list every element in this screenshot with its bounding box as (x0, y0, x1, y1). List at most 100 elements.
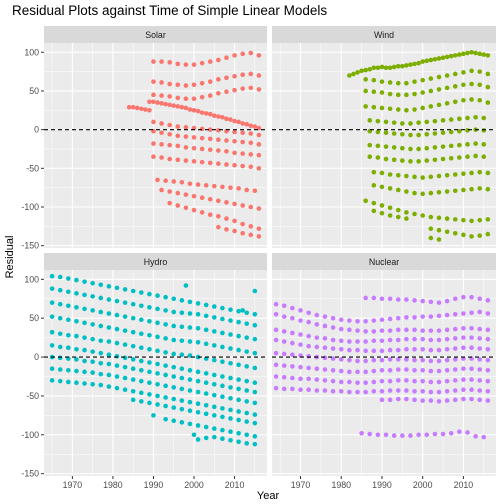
data-point (404, 315, 409, 320)
data-point (236, 386, 241, 392)
panel-background-nuclear (272, 270, 496, 476)
data-point (139, 303, 144, 309)
data-point (114, 285, 120, 291)
data-point (244, 335, 250, 340)
data-point (281, 303, 287, 309)
data-point (387, 91, 393, 97)
data-point (461, 396, 466, 402)
data-point (469, 49, 474, 55)
data-point (444, 367, 450, 373)
data-point (387, 328, 393, 333)
data-point (191, 82, 197, 88)
data-point (130, 357, 136, 362)
data-point (191, 108, 197, 113)
data-point (379, 105, 385, 111)
x-tick-label: 1980 (103, 480, 123, 490)
data-point (244, 310, 250, 316)
data-point (461, 82, 466, 88)
data-point (448, 155, 454, 161)
data-point (444, 101, 450, 106)
data-point (448, 143, 454, 149)
data-point (338, 317, 344, 323)
data-point (244, 349, 250, 354)
data-point (256, 152, 262, 158)
data-point (281, 386, 287, 392)
data-point (436, 399, 442, 404)
data-point (314, 366, 320, 372)
data-point (98, 371, 104, 377)
data-point (314, 377, 320, 382)
data-point (240, 139, 245, 145)
data-point (367, 142, 373, 148)
data-point (240, 151, 245, 156)
data-point (179, 386, 185, 392)
data-point (244, 187, 250, 193)
data-point (428, 299, 434, 305)
data-point (49, 366, 55, 372)
data-point (130, 397, 136, 403)
data-point (106, 372, 112, 378)
data-point (485, 298, 491, 303)
data-point (379, 64, 385, 70)
data-point (151, 79, 156, 84)
data-point (155, 320, 160, 326)
data-point (130, 388, 136, 394)
data-point (379, 378, 385, 384)
data-point (436, 379, 442, 385)
data-point (232, 218, 237, 224)
data-point (440, 130, 446, 136)
data-point (163, 322, 168, 327)
data-point (240, 86, 245, 91)
data-point (130, 329, 136, 335)
data-point (400, 63, 405, 69)
data-point (49, 286, 55, 291)
data-point (338, 388, 344, 394)
data-point (151, 154, 156, 160)
data-point (175, 203, 181, 208)
data-point (387, 378, 393, 384)
data-point (363, 369, 368, 375)
data-point (199, 110, 205, 115)
data-points-solar (126, 50, 262, 239)
data-point (444, 54, 450, 60)
data-point (98, 338, 104, 344)
data-point (82, 381, 87, 386)
data-point (395, 347, 401, 353)
data-point (281, 374, 287, 380)
data-point (379, 348, 385, 354)
data-point (375, 143, 381, 149)
data-point (232, 201, 237, 207)
x-tick-label: 1990 (144, 480, 164, 490)
data-point (395, 107, 401, 112)
data-point (252, 288, 258, 294)
data-point (211, 183, 217, 189)
data-point (314, 344, 320, 350)
data-point (367, 118, 373, 123)
data-point (371, 183, 377, 188)
data-point (379, 338, 385, 344)
data-point (408, 132, 413, 138)
y-tick-label: 100 (24, 274, 39, 284)
x-tick-label: 2010 (225, 480, 245, 490)
data-point (203, 327, 209, 333)
data-point (106, 384, 112, 389)
data-point (424, 131, 430, 137)
data-point (290, 330, 295, 336)
data-point (248, 123, 254, 129)
data-point (412, 397, 417, 403)
facet-strip-wind (272, 26, 496, 43)
data-point (228, 346, 233, 351)
data-point (404, 357, 409, 362)
data-point (203, 380, 209, 386)
data-point (224, 216, 229, 221)
data-point (211, 357, 217, 363)
data-point (228, 185, 233, 190)
data-point (122, 355, 128, 361)
data-point (252, 400, 258, 406)
data-point (428, 358, 434, 364)
data-point (183, 158, 189, 163)
data-point (436, 215, 442, 221)
data-point (330, 378, 336, 384)
